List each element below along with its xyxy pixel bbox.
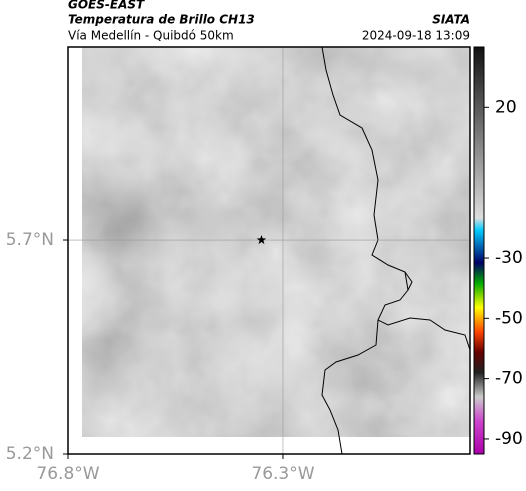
datetime: 2024-09-18 13:09 xyxy=(362,29,470,43)
y-tick-label: 5.2°N xyxy=(6,444,54,464)
x-tick-label: 76.3°W xyxy=(251,464,314,484)
map-frame xyxy=(67,46,471,455)
title: GOES-EAST xyxy=(68,0,145,12)
x-tick-label: 76.8°W xyxy=(36,464,99,484)
subtitle: Temperatura de Brillo CH13 xyxy=(68,13,255,27)
brightness-image xyxy=(82,47,470,437)
borders xyxy=(321,46,471,455)
colorbar-tick-label: -30 xyxy=(495,248,523,268)
colorbar xyxy=(473,46,485,455)
location-marker xyxy=(256,235,267,245)
colorbar-tick-label: -50 xyxy=(495,308,523,328)
source: SIATA xyxy=(432,13,470,27)
colorbar-tick-label: 20 xyxy=(495,97,517,117)
colorbar-tick-label: -70 xyxy=(495,369,523,389)
y-tick-label: 5.7°N xyxy=(6,230,54,250)
colorbar-tick-label: -90 xyxy=(495,429,523,449)
route: Vía Medellín - Quibdó 50km xyxy=(68,29,234,43)
